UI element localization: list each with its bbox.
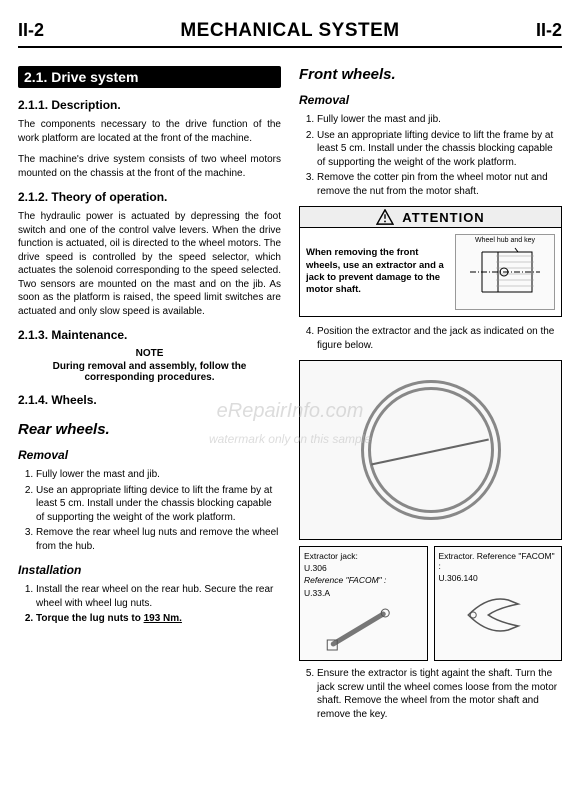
attention-header: ATTENTION: [300, 207, 561, 228]
list-item: Remove the rear wheel lug nuts and remov…: [36, 526, 281, 553]
extractor-figure: [299, 360, 562, 540]
heading-front-wheels: Front wheels.: [299, 66, 562, 83]
para-theory: The hydraulic power is actuated by depre…: [18, 210, 281, 318]
page-header: II-2 MECHANICAL SYSTEM II-2: [18, 20, 562, 48]
list-item: Use an appropriate lifting device to lif…: [36, 484, 281, 525]
note-body: During removal and assembly, follow the …: [18, 361, 281, 383]
rear-install-list: Install the rear wheel on the rear hub. …: [18, 583, 281, 626]
jack-cap4: U.33.A: [304, 588, 423, 598]
extractor-jack-box: Extractor jack: U.306 Reference "FACOM" …: [299, 546, 428, 661]
heading-rear-removal: Removal: [18, 448, 281, 462]
section-banner: 2.1. Drive system: [18, 66, 281, 88]
list-item: Remove the cotter pin from the wheel mot…: [317, 171, 562, 198]
warning-icon: [376, 209, 394, 225]
header-page-left: II-2: [18, 20, 44, 41]
attention-label: ATTENTION: [402, 210, 484, 225]
jack-cap1: Extractor jack:: [304, 551, 423, 561]
attention-text: When removing the front wheels, use an e…: [306, 247, 449, 296]
torque-val: 193 Nm.: [144, 613, 182, 624]
front-removal-list: Fully lower the mast and jib. Use an app…: [299, 113, 562, 198]
rear-removal-list: Fully lower the mast and jib. Use an app…: [18, 468, 281, 553]
heading-maintenance: 2.1.3. Maintenance.: [18, 328, 281, 342]
list-item: Position the extractor and the jack as i…: [317, 325, 562, 352]
jack-cap3: Reference "FACOM" :: [304, 575, 423, 585]
jack-icon: [304, 604, 423, 654]
extractor-icon: [439, 590, 558, 640]
extractor-box: Extractor. Reference "FACOM" : U.306.140: [434, 546, 563, 661]
list-item: Fully lower the mast and jib.: [36, 468, 281, 482]
list-item: Use an appropriate lifting device to lif…: [317, 129, 562, 170]
attention-box: ATTENTION When removing the front wheels…: [299, 206, 562, 317]
left-column: 2.1. Drive system 2.1.1. Description. Th…: [18, 66, 281, 729]
right-column: Front wheels. Removal Fully lower the ma…: [299, 66, 562, 729]
note-label: NOTE: [18, 348, 281, 359]
heading-description: 2.1.1. Description.: [18, 98, 281, 112]
list-item: Fully lower the mast and jib.: [317, 113, 562, 127]
ext-cap1: Extractor. Reference "FACOM" :: [439, 551, 558, 571]
para-desc-2: The machine's drive system consists of t…: [18, 153, 281, 180]
heading-front-removal: Removal: [299, 93, 562, 107]
heading-theory: 2.1.2. Theory of operation.: [18, 190, 281, 204]
jack-cap2: U.306: [304, 563, 423, 573]
heading-wheels: 2.1.4. Wheels.: [18, 393, 281, 407]
list-item-torque: Torque the lug nuts to 193 Nm.: [36, 612, 281, 626]
wheel-hub-diagram: Wheel hub and key: [455, 234, 555, 310]
header-page-right: II-2: [536, 20, 562, 41]
torque-pre: Torque the lug nuts to: [36, 613, 144, 624]
list-item: Install the rear wheel on the rear hub. …: [36, 583, 281, 610]
heading-rear-install: Installation: [18, 563, 281, 577]
para-desc-1: The components necessary to the drive fu…: [18, 118, 281, 145]
header-title: MECHANICAL SYSTEM: [180, 20, 399, 42]
heading-rear-wheels: Rear wheels.: [18, 421, 281, 438]
ext-cap2: U.306.140: [439, 573, 558, 583]
hub-caption: Wheel hub and key: [475, 237, 535, 244]
front-removal-list-end: Ensure the extractor is tight againt the…: [299, 667, 562, 721]
front-removal-list-cont: Position the extractor and the jack as i…: [299, 325, 562, 352]
extractor-refs-row: Extractor jack: U.306 Reference "FACOM" …: [299, 546, 562, 661]
list-item: Ensure the extractor is tight againt the…: [317, 667, 562, 721]
